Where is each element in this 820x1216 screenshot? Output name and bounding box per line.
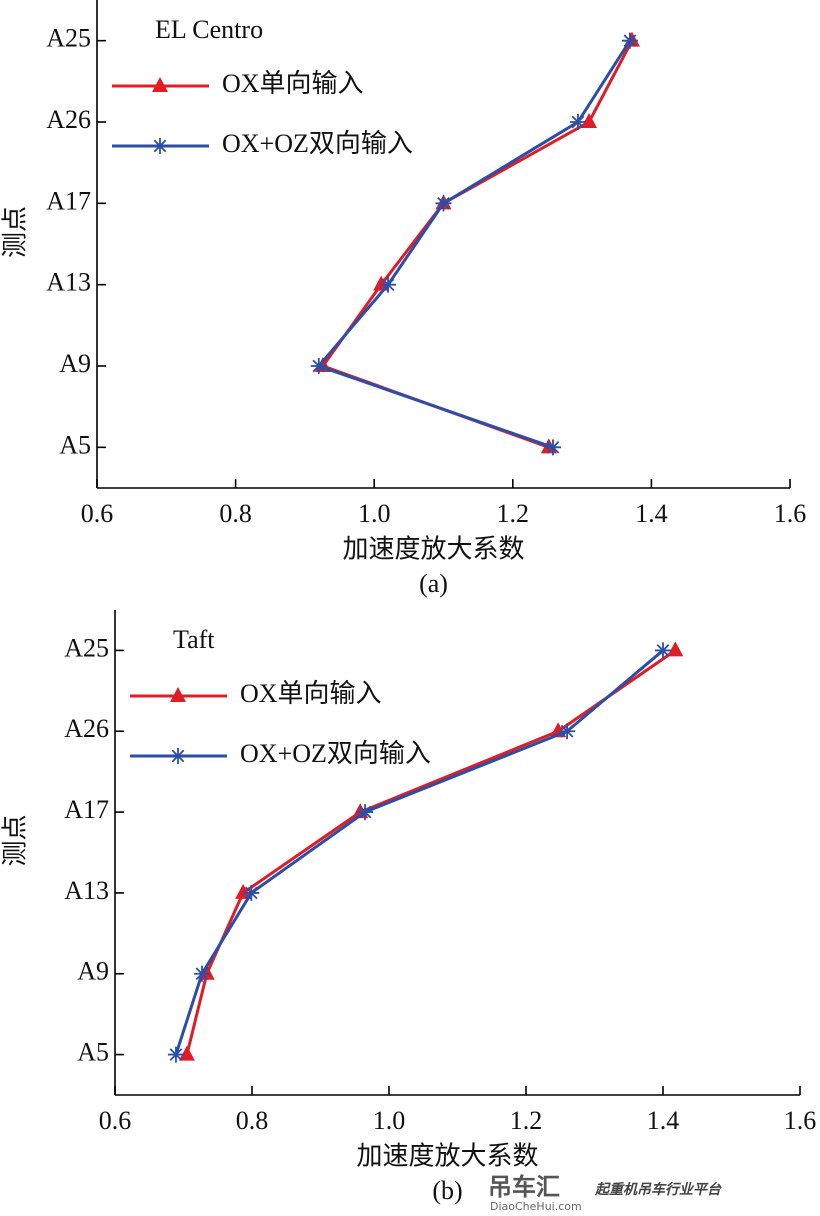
marker (193, 965, 210, 982)
y-tick-label: A25 (64, 633, 109, 662)
x-tick-label: 0.8 (236, 1106, 269, 1135)
y-tick-label: A17 (46, 186, 91, 215)
marker (310, 358, 327, 374)
marker (243, 884, 260, 901)
marker (152, 138, 168, 154)
y-tick-label: A5 (77, 1038, 109, 1067)
watermark-brand: 吊车汇 (488, 1173, 560, 1201)
y-tick-label: A25 (46, 24, 91, 53)
marker (178, 1045, 195, 1061)
x-axis-label: 加速度放大系数 (356, 1142, 538, 1172)
marker (170, 687, 186, 702)
marker (667, 641, 684, 657)
x-tick-label: 1.2 (510, 1106, 543, 1135)
watermark-site: DiaoCheHui.com (490, 1200, 582, 1213)
y-tick-label: A26 (46, 105, 91, 134)
annotation: Taft (173, 625, 215, 654)
marker (357, 804, 374, 821)
x-tick-label: 1.6 (784, 1106, 817, 1135)
x-tick-label: 0.6 (99, 1106, 132, 1135)
marker (581, 113, 598, 128)
series-line (185, 649, 677, 1055)
x-tick-label: 1.6 (774, 499, 807, 528)
marker (655, 642, 671, 659)
x-tick-label: 1.0 (373, 1106, 406, 1135)
marker (170, 748, 186, 764)
y-tick-label: A13 (46, 268, 91, 297)
y-tick-label: A9 (59, 349, 91, 378)
x-tick-label: 0.8 (219, 499, 252, 528)
caption: (a) (419, 569, 448, 598)
marker (621, 32, 638, 49)
caption: (b) (432, 1176, 462, 1205)
legend-label: OX+OZ双向输入 (240, 739, 431, 768)
series-line (174, 649, 664, 1056)
marker (559, 723, 576, 740)
y-tick-label: A9 (77, 957, 109, 986)
marker (380, 276, 397, 293)
marker (235, 883, 252, 899)
watermark-slogan: 起重机吊车行业平台 (594, 1181, 722, 1198)
annotation: EL Centro (155, 15, 263, 44)
y-tick-label: A26 (64, 714, 109, 743)
legend-label: OX单向输入 (222, 69, 364, 98)
series-line (316, 39, 632, 449)
watermark: 吊车汇 DiaoCheHui.com 起重机吊车行业平台 (488, 1173, 722, 1213)
legend-label: OX单向输入 (240, 679, 382, 708)
y-tick-label: A13 (64, 876, 109, 905)
y-tick-label: A17 (64, 795, 109, 824)
y-axis-label: 测点 (1, 814, 31, 866)
marker (569, 114, 586, 130)
marker (167, 1046, 184, 1063)
x-tick-label: 1.2 (497, 499, 530, 528)
x-axis-label: 加速度放大系数 (342, 535, 524, 565)
marker (152, 77, 168, 92)
legend-label: OX+OZ双向输入 (222, 129, 413, 158)
x-tick-label: 1.0 (358, 499, 391, 528)
y-axis-label: 测点 (1, 206, 31, 258)
series-line (320, 39, 634, 449)
x-tick-label: 0.6 (81, 499, 114, 528)
x-tick-label: 1.4 (635, 499, 668, 528)
marker (544, 439, 561, 456)
x-tick-label: 1.4 (647, 1106, 680, 1135)
y-tick-label: A5 (59, 430, 91, 459)
marker (435, 195, 452, 212)
